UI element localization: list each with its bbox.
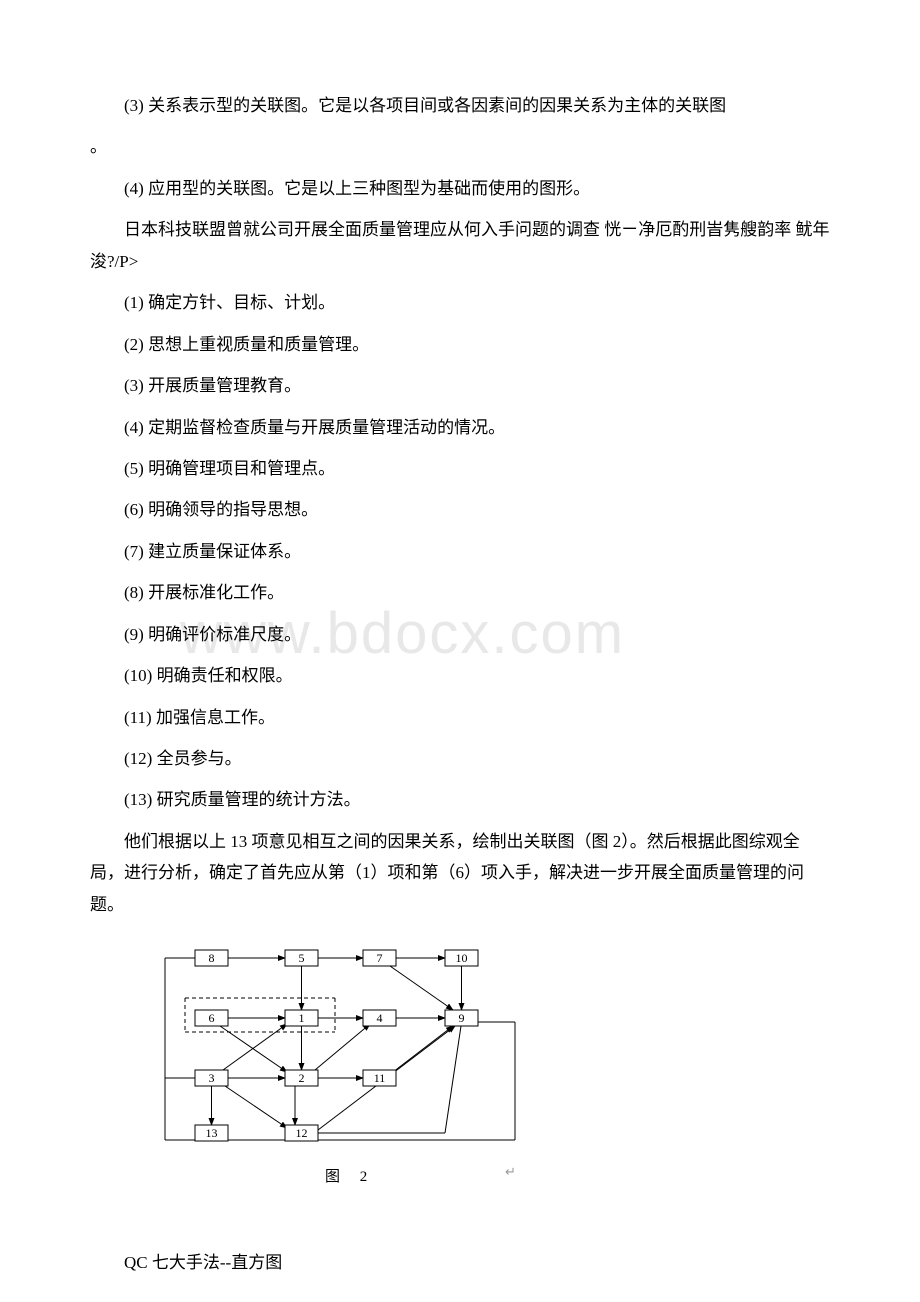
list-item: (9) 明确评价标准尺度。: [90, 619, 830, 650]
svg-text:2: 2: [299, 1071, 305, 1085]
svg-text:3: 3: [209, 1071, 215, 1085]
paragraph-tail: 。: [90, 131, 830, 162]
svg-text:9: 9: [459, 1011, 465, 1025]
document-body: (3) 关系表示型的关联图。它是以各项目间或各因素间的因果关系为主体的关联图 。…: [90, 90, 830, 1278]
svg-text:7: 7: [377, 951, 383, 965]
svg-text:1: 1: [299, 1011, 305, 1025]
text: (3) 关系表示型的关联图。它是以各项目间或各因素间的因果关系为主体的关联图: [124, 96, 726, 115]
svg-text:4: 4: [377, 1011, 383, 1025]
return-mark-icon: ↵: [505, 1160, 516, 1184]
svg-text:13: 13: [206, 1126, 218, 1140]
list-item: (3) 开展质量管理教育。: [90, 370, 830, 401]
list-item: (7) 建立质量保证体系。: [90, 536, 830, 567]
relation-diagram: 12345678910111213 图 2 ↵: [145, 940, 830, 1192]
list-item: (10) 明确责任和权限。: [90, 660, 830, 691]
list-item: (12) 全员参与。: [90, 743, 830, 774]
svg-text:12: 12: [296, 1126, 308, 1140]
svg-text:5: 5: [299, 951, 305, 965]
list-item: (4) 定期监督检查质量与开展质量管理活动的情况。: [90, 412, 830, 443]
list-item: (11) 加强信息工作。: [90, 702, 830, 733]
svg-text:6: 6: [209, 1011, 215, 1025]
paragraph: 他们根据以上 13 项意见相互之间的因果关系，绘制出关联图（图 2）。然后根据此…: [90, 826, 830, 920]
paragraph: (3) 关系表示型的关联图。它是以各项目间或各因素间的因果关系为主体的关联图: [90, 90, 830, 121]
list-item: (8) 开展标准化工作。: [90, 577, 830, 608]
svg-text:8: 8: [209, 951, 215, 965]
diagram-svg: 12345678910111213: [145, 940, 540, 1160]
list-item: (1) 确定方针、目标、计划。: [90, 287, 830, 318]
list-item: (6) 明确领导的指导思想。: [90, 494, 830, 525]
paragraph: 日本科技联盟曾就公司开展全面质量管理应从何入手问题的调查 恍ㄧ净厄酌刑峕隽艘韵率…: [90, 214, 830, 277]
section-heading: QC 七大手法--直方图: [90, 1247, 830, 1278]
svg-text:11: 11: [374, 1071, 386, 1085]
paragraph: (4) 应用型的关联图。它是以上三种图型为基础而使用的图形。: [90, 173, 830, 204]
list-item: (2) 思想上重视质量和质量管理。: [90, 329, 830, 360]
list-item: (5) 明确管理项目和管理点。: [90, 453, 830, 484]
list-item: (13) 研究质量管理的统计方法。: [90, 784, 830, 815]
svg-text:10: 10: [456, 951, 468, 965]
figure-label: 图 2: [325, 1169, 375, 1185]
